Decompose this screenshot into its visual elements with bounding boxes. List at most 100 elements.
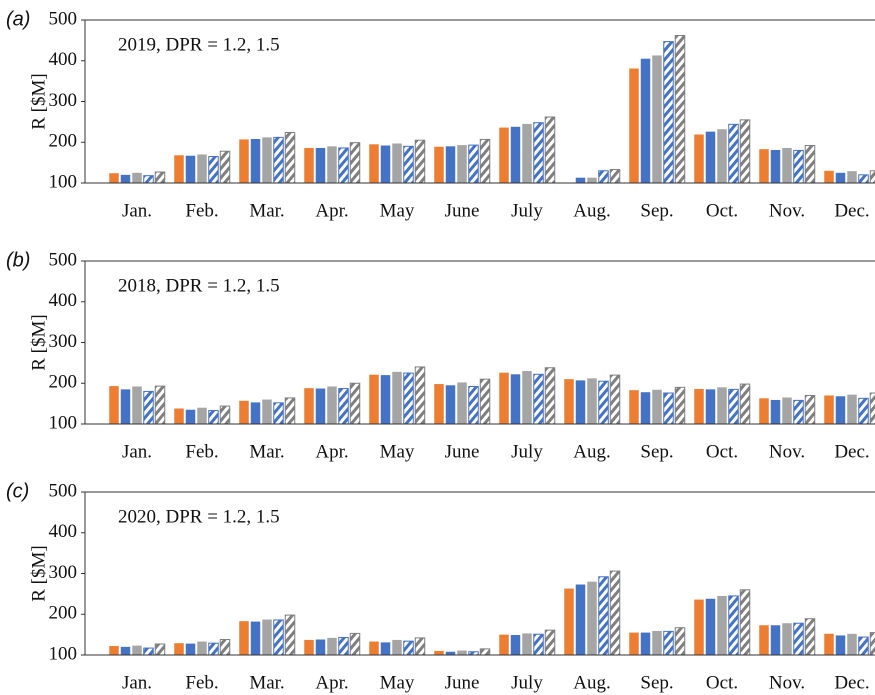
bar [510, 374, 521, 424]
bar [380, 642, 391, 655]
x-tick-label: May [380, 672, 415, 693]
bar [499, 127, 509, 183]
bar [109, 386, 119, 424]
bar [304, 388, 314, 424]
bar [315, 147, 326, 183]
bar [185, 643, 196, 655]
bar [174, 155, 184, 183]
bar [154, 171, 166, 183]
bar [564, 588, 574, 655]
bar [694, 134, 704, 183]
y-tick-label: 200 [49, 603, 78, 624]
x-tick-label: May [380, 200, 415, 221]
bar [847, 633, 857, 655]
bar [804, 618, 816, 655]
bar [434, 146, 444, 183]
bar [208, 642, 219, 655]
bar [143, 390, 154, 424]
y-tick-label: 400 [49, 49, 78, 70]
plot-frame [84, 491, 875, 656]
bar [154, 385, 166, 424]
x-tick-label: Sep. [640, 200, 673, 221]
bar [284, 614, 296, 655]
bar [250, 138, 261, 183]
bar [782, 147, 792, 183]
bar [739, 589, 751, 655]
bar [652, 389, 662, 424]
bars [109, 34, 875, 183]
bar [674, 34, 686, 183]
y-tick-label: 100 [49, 643, 78, 664]
bar [499, 634, 509, 655]
bar [674, 627, 686, 655]
bar [284, 397, 296, 424]
annotation: 2020, DPR = 1.2, 1.5 [118, 506, 280, 527]
bar [403, 640, 414, 655]
bar [663, 392, 674, 424]
x-tick-label: Aug. [573, 441, 610, 462]
bar [262, 619, 272, 655]
bars [109, 366, 875, 424]
x-tick-label: July [511, 672, 543, 693]
bar [499, 372, 509, 424]
bar [858, 397, 869, 424]
bar [705, 389, 716, 424]
y-tick-label: 100 [49, 171, 78, 192]
bar [728, 388, 739, 424]
bar [132, 386, 142, 424]
bar [479, 138, 491, 183]
bar [434, 650, 444, 655]
bar [414, 366, 426, 424]
bar [239, 621, 249, 655]
bar [219, 639, 231, 655]
bar [349, 632, 361, 655]
bar [717, 129, 727, 183]
bar [782, 397, 792, 424]
bar [120, 389, 131, 424]
bar [208, 410, 219, 424]
bar [239, 139, 249, 183]
bar [544, 629, 556, 655]
bar [587, 378, 597, 424]
y-axis-label: R [$M] [28, 314, 49, 370]
bar [609, 169, 621, 183]
x-tick-label: June [445, 672, 480, 693]
bar [315, 388, 326, 424]
bar [392, 639, 402, 655]
y-tick-label: 300 [49, 562, 78, 583]
bar [185, 155, 196, 183]
bar [174, 408, 184, 424]
bar [327, 146, 337, 183]
bar [445, 146, 456, 183]
bar [705, 131, 716, 183]
y-tick-label: 500 [49, 8, 78, 29]
bar [522, 371, 532, 424]
bar [717, 595, 727, 655]
bar [208, 156, 219, 183]
bar [457, 145, 467, 183]
bar [143, 175, 154, 183]
bar [587, 177, 597, 183]
x-tick-label: Feb. [185, 672, 218, 693]
y-tick-label: 200 [49, 131, 78, 152]
bar [338, 388, 349, 424]
bar [273, 402, 284, 424]
y-tick-label: 300 [49, 90, 78, 111]
bar [598, 380, 609, 424]
bar [120, 646, 131, 655]
x-tick-label: Jan. [122, 672, 152, 693]
plot-frame [84, 19, 875, 184]
plot-frame [84, 260, 875, 425]
bar [338, 147, 349, 183]
bar [793, 149, 804, 183]
bar [533, 373, 544, 424]
bar [132, 645, 142, 655]
bar [533, 633, 544, 655]
bar [273, 136, 284, 183]
bar [219, 150, 231, 183]
panel: (b) R [$M] 2018, DPR = 1.2, 1.5 100 200 300 40… [6, 249, 875, 462]
bar [392, 143, 402, 183]
x-tick-label: Oct. [706, 441, 738, 462]
y-tick-label: 500 [49, 249, 78, 270]
